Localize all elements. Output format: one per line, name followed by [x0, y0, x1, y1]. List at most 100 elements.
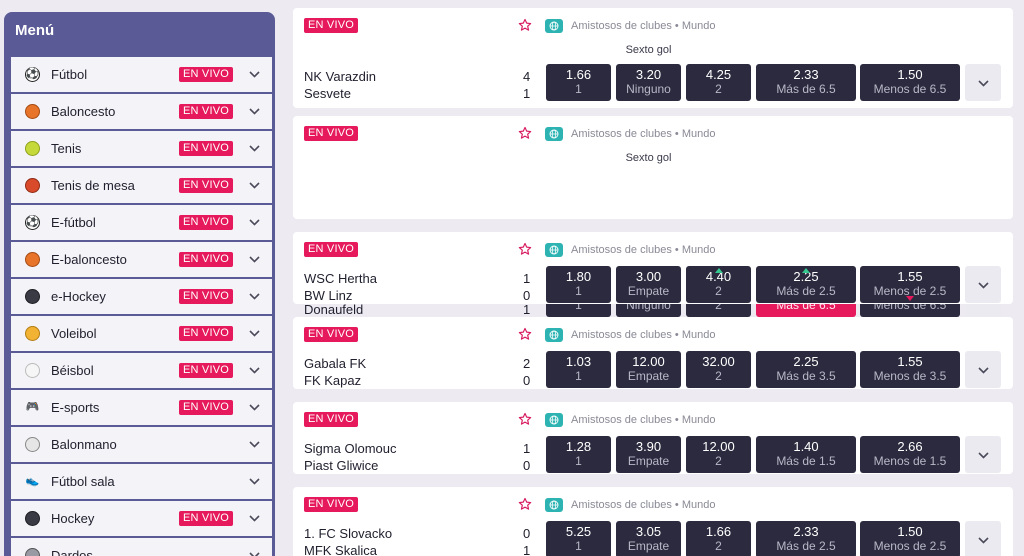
more-markets-button[interactable]	[965, 266, 1001, 303]
live-badge: EN VIVO	[304, 497, 359, 512]
sidebar-item-voleibol[interactable]: Voleibol EN VIVO	[11, 316, 272, 351]
odds-value: 5.25	[565, 524, 592, 539]
odds-button[interactable]: 3.00 Empate	[616, 266, 681, 303]
odds-outcome-label: 2	[715, 82, 722, 96]
odds-outcome-label: Menos de 1.5	[873, 454, 947, 468]
e-football-icon: ⚽	[25, 215, 40, 230]
odds-button[interactable]: 2.66 Menos de 1.5	[860, 436, 960, 473]
odds-outcome-label: 1	[575, 539, 582, 553]
home-team-name[interactable]: Gabala FK	[304, 356, 367, 371]
odds-button[interactable]: 3.05 Empate	[616, 521, 681, 556]
sidebar-item-béisbol[interactable]: Béisbol EN VIVO	[11, 353, 272, 388]
odds-value: 1.28	[565, 439, 592, 454]
odds-button[interactable]: 2.25 Más de 3.5	[756, 351, 856, 388]
away-team-name[interactable]: FK Kapaz	[304, 373, 362, 388]
favorite-star-icon[interactable]	[518, 18, 532, 32]
chevron-down-icon[interactable]	[248, 290, 260, 302]
odds-button[interactable]: 2.25 Más de 2.5	[756, 266, 856, 303]
odds-button[interactable]: 1.80 1	[546, 266, 611, 303]
odds-button[interactable]: 1.03 1	[546, 351, 611, 388]
odds-value: 1.66	[565, 67, 592, 82]
odds-button[interactable]: 2.33 Más de 2.5	[756, 521, 856, 556]
home-team-name[interactable]: WSC Hertha	[304, 271, 377, 286]
odds-outcome-label: 1	[575, 284, 582, 298]
sidebar-item-balonmano[interactable]: Balonmano	[11, 427, 272, 462]
sidebar-item-baloncesto[interactable]: Baloncesto EN VIVO	[11, 94, 272, 129]
chevron-down-icon[interactable]	[248, 327, 260, 339]
globe-icon	[545, 498, 563, 512]
home-team-name[interactable]: Sigma Olomouc	[304, 441, 397, 456]
favorite-star-icon[interactable]	[518, 126, 532, 140]
chevron-down-icon[interactable]	[248, 253, 260, 265]
sidebar-item-tenis[interactable]: Tenis EN VIVO	[11, 131, 272, 166]
sidebar-item-e-baloncesto[interactable]: E-baloncesto EN VIVO	[11, 242, 272, 277]
more-markets-button[interactable]	[965, 351, 1001, 388]
sidebar-item-hockey[interactable]: Hockey EN VIVO	[11, 501, 272, 536]
odds-value: 12.00	[702, 439, 735, 454]
odds-button[interactable]: 1.55 Menos de 2.5	[860, 266, 960, 303]
odds-button[interactable]: 1.55 Menos de 3.5	[860, 351, 960, 388]
globe-icon	[545, 19, 563, 33]
favorite-star-icon[interactable]	[518, 412, 532, 426]
home-team-name[interactable]: NK Varazdin	[304, 69, 377, 84]
more-markets-button[interactable]	[965, 436, 1001, 473]
favorite-star-icon[interactable]	[518, 497, 532, 511]
sidebar-item-e-fútbol[interactable]: ⚽ E-fútbol EN VIVO	[11, 205, 272, 240]
odds-button[interactable]: 32.00 2	[686, 351, 751, 388]
sidebar-item-fútbol[interactable]: ⚽ Fútbol EN VIVO	[11, 57, 272, 92]
chevron-down-icon[interactable]	[248, 216, 260, 228]
odds-button[interactable]: 1.28 1	[546, 436, 611, 473]
odds-value: 1.55	[897, 269, 923, 284]
away-team-name[interactable]: Sesvete	[304, 86, 351, 101]
away-team-name[interactable]: BW Linz	[304, 288, 353, 303]
sidebar-item-e-hockey[interactable]: e-Hockey EN VIVO	[11, 279, 272, 314]
futsal-shoe-icon: 👟	[25, 475, 40, 487]
chevron-down-icon[interactable]	[248, 68, 260, 80]
odds-button[interactable]: 3.20 Ninguno	[616, 64, 681, 101]
odds-button[interactable]: 5.25 1	[546, 521, 611, 556]
chevron-down-icon[interactable]	[248, 142, 260, 154]
odds-outcome-label: Menos de 2.5	[873, 284, 947, 298]
chevron-down-icon[interactable]	[248, 105, 260, 117]
chevron-down-icon[interactable]	[248, 179, 260, 191]
globe-icon	[545, 413, 563, 427]
odds-outcome-label: 1	[575, 369, 582, 383]
live-badge: EN VIVO	[179, 363, 234, 378]
chevron-down-icon[interactable]	[248, 401, 260, 413]
odds-outcome-label: Empate	[627, 539, 670, 553]
favorite-star-icon[interactable]	[518, 327, 532, 341]
odds-button[interactable]: 12.00 2	[686, 436, 751, 473]
favorite-star-icon[interactable]	[518, 242, 532, 256]
away-team-name[interactable]: Piast Gliwice	[304, 458, 379, 473]
chevron-down-icon[interactable]	[248, 438, 260, 450]
odds-value: 32.00	[702, 354, 735, 369]
away-team-name[interactable]: MFK Skalica	[304, 543, 377, 556]
chevron-down-icon[interactable]	[248, 512, 260, 524]
odds-button[interactable]: 1.40 Más de 1.5	[756, 436, 856, 473]
live-badge: EN VIVO	[179, 104, 234, 119]
odds-button[interactable]: 1.66 1	[546, 64, 611, 101]
odds-value: 1.03	[565, 354, 592, 369]
chevron-down-icon[interactable]	[248, 364, 260, 376]
home-team-name[interactable]: 1. FC Slovacko	[304, 526, 393, 541]
more-markets-button[interactable]	[965, 521, 1001, 556]
odds-button[interactable]: 2.33 Más de 6.5	[756, 64, 856, 101]
sidebar-item-tenis-de-mesa[interactable]: Tenis de mesa EN VIVO	[11, 168, 272, 203]
sidebar-item-dardos[interactable]: Dardos	[11, 538, 272, 556]
odds-button[interactable]: 1.66 2	[686, 521, 751, 556]
chevron-down-icon[interactable]	[248, 475, 260, 487]
odds-button[interactable]: 1.50 Menos de 2.5	[860, 521, 960, 556]
sidebar-item-e-sports[interactable]: 🎮 E-sports EN VIVO	[11, 390, 272, 425]
away-team-name[interactable]: Donaufeld	[304, 302, 364, 317]
odds-button[interactable]: 12.00 Empate	[616, 351, 681, 388]
odds-outcome-label: Más de 2.5	[776, 284, 836, 298]
more-markets-button[interactable]	[965, 64, 1001, 101]
sidebar-item-fútbol-sala[interactable]: 👟 Fútbol sala	[11, 464, 272, 499]
odds-button[interactable]: 3.90 Empate	[616, 436, 681, 473]
odds-button[interactable]: 1.50 Menos de 6.5	[860, 64, 960, 101]
odds-outcome-label: 2	[715, 539, 722, 553]
odds-button[interactable]: 4.25 2	[686, 64, 751, 101]
odds-value: 4.40	[705, 269, 732, 284]
chevron-down-icon[interactable]	[248, 549, 260, 556]
